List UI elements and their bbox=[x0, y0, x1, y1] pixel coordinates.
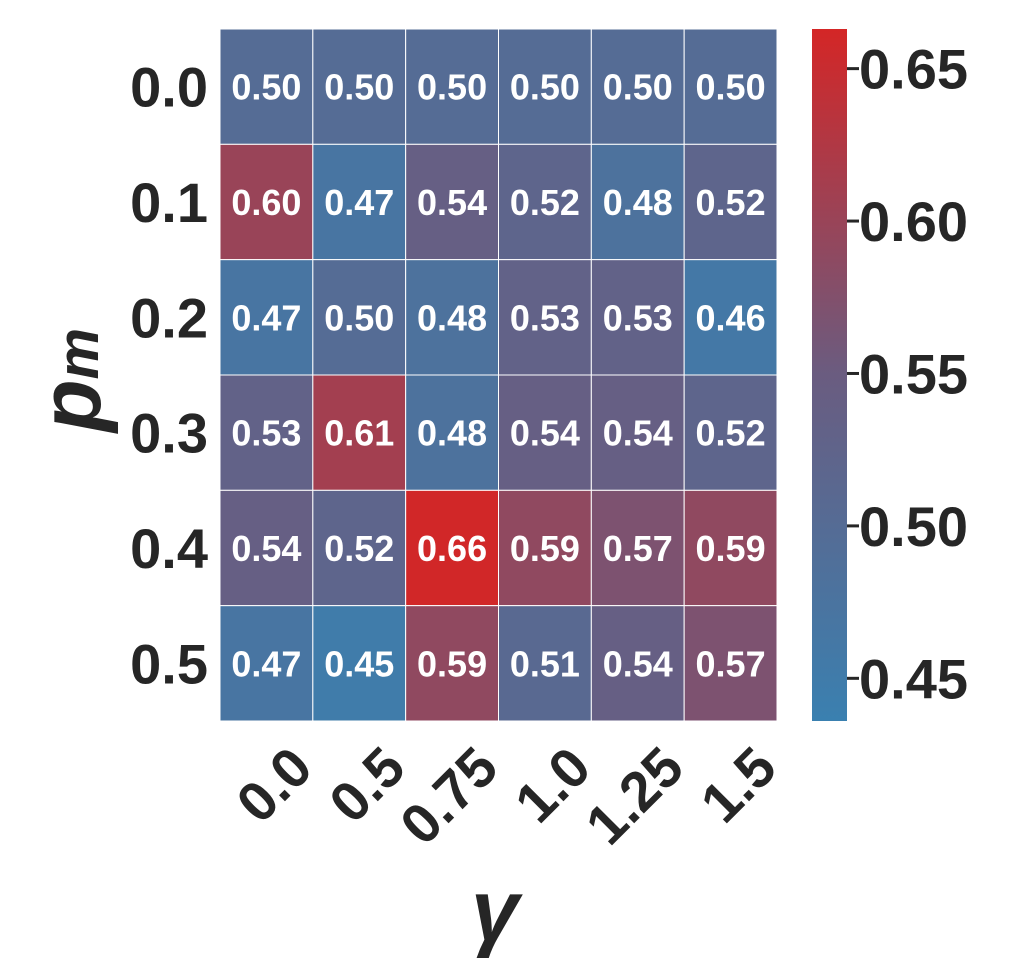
y-tick-label: 0.5 bbox=[130, 632, 208, 695]
heatmap-cell-r0-c3 bbox=[498, 28, 592, 145]
heatmap-cell-r3-c2 bbox=[405, 374, 499, 491]
heatmap-cell-r0-c2 bbox=[405, 28, 499, 145]
heatmap-cell-r5-c4 bbox=[590, 605, 685, 722]
heatmap-cell-label-r3-c3: 0.54 bbox=[510, 413, 580, 454]
heatmap-cell-r0-c0 bbox=[219, 28, 314, 145]
heatmap-cell-r3-c1 bbox=[312, 374, 407, 491]
heatmap-cell-r2-c0 bbox=[219, 259, 314, 376]
heatmap-cell-label-r5-c3: 0.51 bbox=[510, 643, 580, 684]
heatmap-cell-label-r0-c3: 0.50 bbox=[510, 67, 580, 108]
heatmap-cell-label-r1-c3: 0.52 bbox=[510, 182, 580, 223]
heatmap-cell-label-r1-c1: 0.47 bbox=[324, 182, 394, 223]
y-tick-label: 0.3 bbox=[130, 402, 208, 465]
heatmap-cell-r4-c4 bbox=[590, 489, 685, 607]
heatmap-cell-label-r0-c5: 0.50 bbox=[696, 67, 766, 108]
colorbar bbox=[812, 29, 847, 721]
heatmap-cell-label-r2-c2: 0.48 bbox=[417, 297, 487, 338]
heatmap-cell-label-r4-c5: 0.59 bbox=[696, 528, 766, 569]
heatmap-cell-labels: 0.50 0.50 0.50 0.50 0.50 0.50 0.60 0.47 0.54 0.52… bbox=[231, 67, 765, 685]
x-tick-label: 1.5 bbox=[688, 735, 788, 835]
heatmap-cell-r3-c5 bbox=[683, 374, 778, 491]
heatmap-cell-r1-c3 bbox=[498, 143, 592, 261]
heatmap-cell-label-r5-c4: 0.54 bbox=[603, 643, 673, 684]
heatmap-cell-r5-c5 bbox=[683, 605, 778, 722]
heatmap-cell-label-r1-c0: 0.60 bbox=[231, 182, 301, 223]
colorbar-tick-label: 0.50 bbox=[859, 495, 968, 558]
y-tick-label: 0.4 bbox=[130, 517, 208, 580]
heatmap-cell-label-r0-c0: 0.50 bbox=[231, 67, 301, 108]
x-tick-label: 0.0 bbox=[224, 735, 324, 835]
heatmap-cell-label-r0-c1: 0.50 bbox=[324, 67, 394, 108]
heatmap-cell-r2-c3 bbox=[498, 259, 592, 376]
heatmap-cell-r2-c4 bbox=[590, 259, 685, 376]
heatmap-cell-r3-c3 bbox=[498, 374, 592, 491]
heatmap-cell-label-r2-c5: 0.46 bbox=[696, 297, 766, 338]
heatmap-cell-label-r1-c4: 0.48 bbox=[603, 182, 673, 223]
heatmap-cell-label-r1-c5: 0.52 bbox=[696, 182, 766, 223]
heatmap-cell-label-r3-c5: 0.52 bbox=[696, 413, 766, 454]
heatmap-cell-label-r2-c1: 0.50 bbox=[324, 297, 394, 338]
heatmap-cell-label-r4-c1: 0.52 bbox=[324, 528, 394, 569]
heatmap-cell-label-r3-c1: 0.61 bbox=[324, 413, 394, 454]
x-tick-label: 0.75 bbox=[388, 735, 510, 857]
y-tick-label: 0.0 bbox=[130, 56, 208, 119]
heatmap-cell-label-r4-c4: 0.57 bbox=[603, 528, 673, 569]
heatmap-cell-label-r3-c2: 0.48 bbox=[417, 413, 487, 454]
heatmap-cell-r4-c2 bbox=[405, 489, 499, 607]
heatmap-cell-label-r5-c5: 0.57 bbox=[696, 643, 766, 684]
y-axis-title-main: p bbox=[23, 379, 119, 434]
y-axis-title: pm bbox=[23, 328, 119, 434]
x-axis-tick-labels: 0.00.50.751.01.251.5 bbox=[224, 735, 788, 857]
colorbar-tick-label: 0.45 bbox=[859, 647, 968, 710]
heatmap-cell-label-r2-c3: 0.53 bbox=[510, 297, 580, 338]
heatmap-cell-r2-c5 bbox=[683, 259, 778, 376]
x-axis-title: γ bbox=[471, 863, 523, 959]
y-tick-label: 0.1 bbox=[130, 171, 208, 234]
heatmap-cell-r0-c1 bbox=[312, 28, 407, 145]
y-axis-tick-labels: 0.0 0.1 0.2 0.3 0.4 0.5 bbox=[130, 56, 208, 696]
heatmap-cell-r0-c4 bbox=[590, 28, 685, 145]
heatmap-cell-label-r2-c4: 0.53 bbox=[603, 297, 673, 338]
heatmap-cell-r5-c0 bbox=[219, 605, 314, 722]
colorbar-tick-label: 0.60 bbox=[859, 190, 968, 253]
heatmap-cell-label-r5-c0: 0.47 bbox=[231, 643, 301, 684]
heatmap-cell-r4-c0 bbox=[219, 489, 314, 607]
heatmap-cell-label-r3-c4: 0.54 bbox=[603, 413, 673, 454]
heatmap-cell-label-r1-c2: 0.54 bbox=[417, 182, 487, 223]
colorbar-ticks: 0.45 0.50 0.55 0.60 0.65 bbox=[847, 38, 968, 710]
heatmap-cell-r2-c1 bbox=[312, 259, 407, 376]
heatmap-cell-label-r4-c0: 0.54 bbox=[231, 528, 301, 569]
heatmap-cell-r1-c1 bbox=[312, 143, 407, 261]
heatmap-cell-r1-c5 bbox=[683, 143, 778, 261]
y-axis-title-subscript: m bbox=[46, 328, 111, 380]
heatmap-cell-r2-c2 bbox=[405, 259, 499, 376]
heatmap-cell-label-r0-c2: 0.50 bbox=[417, 67, 487, 108]
heatmap-cell-label-r3-c0: 0.53 bbox=[231, 413, 301, 454]
heatmap-cell-r3-c4 bbox=[590, 374, 685, 491]
heatmap-cell-label-r0-c4: 0.50 bbox=[603, 67, 673, 108]
heatmap-cell-r4-c5 bbox=[683, 489, 778, 607]
heatmap-cell-label-r2-c0: 0.47 bbox=[231, 297, 301, 338]
heatmap-cell-label-r5-c2: 0.59 bbox=[417, 643, 487, 684]
heatmap-cell-r3-c0 bbox=[219, 374, 314, 491]
x-tick-label: 1.25 bbox=[573, 735, 695, 857]
heatmap-cell-r4-c3 bbox=[498, 489, 592, 607]
heatmap-cell-r0-c5 bbox=[683, 28, 778, 145]
y-tick-label: 0.2 bbox=[130, 286, 208, 349]
heatmap-cell-r5-c3 bbox=[498, 605, 592, 722]
heatmap-cell-label-r5-c1: 0.45 bbox=[324, 643, 394, 684]
heatmap-cells bbox=[219, 28, 778, 722]
heatmap-cell-label-r4-c3: 0.59 bbox=[510, 528, 580, 569]
colorbar-tick-label: 0.55 bbox=[859, 342, 968, 405]
heatmap-cell-label-r4-c2: 0.66 bbox=[417, 528, 487, 569]
colorbar-tick-label: 0.65 bbox=[859, 38, 968, 101]
